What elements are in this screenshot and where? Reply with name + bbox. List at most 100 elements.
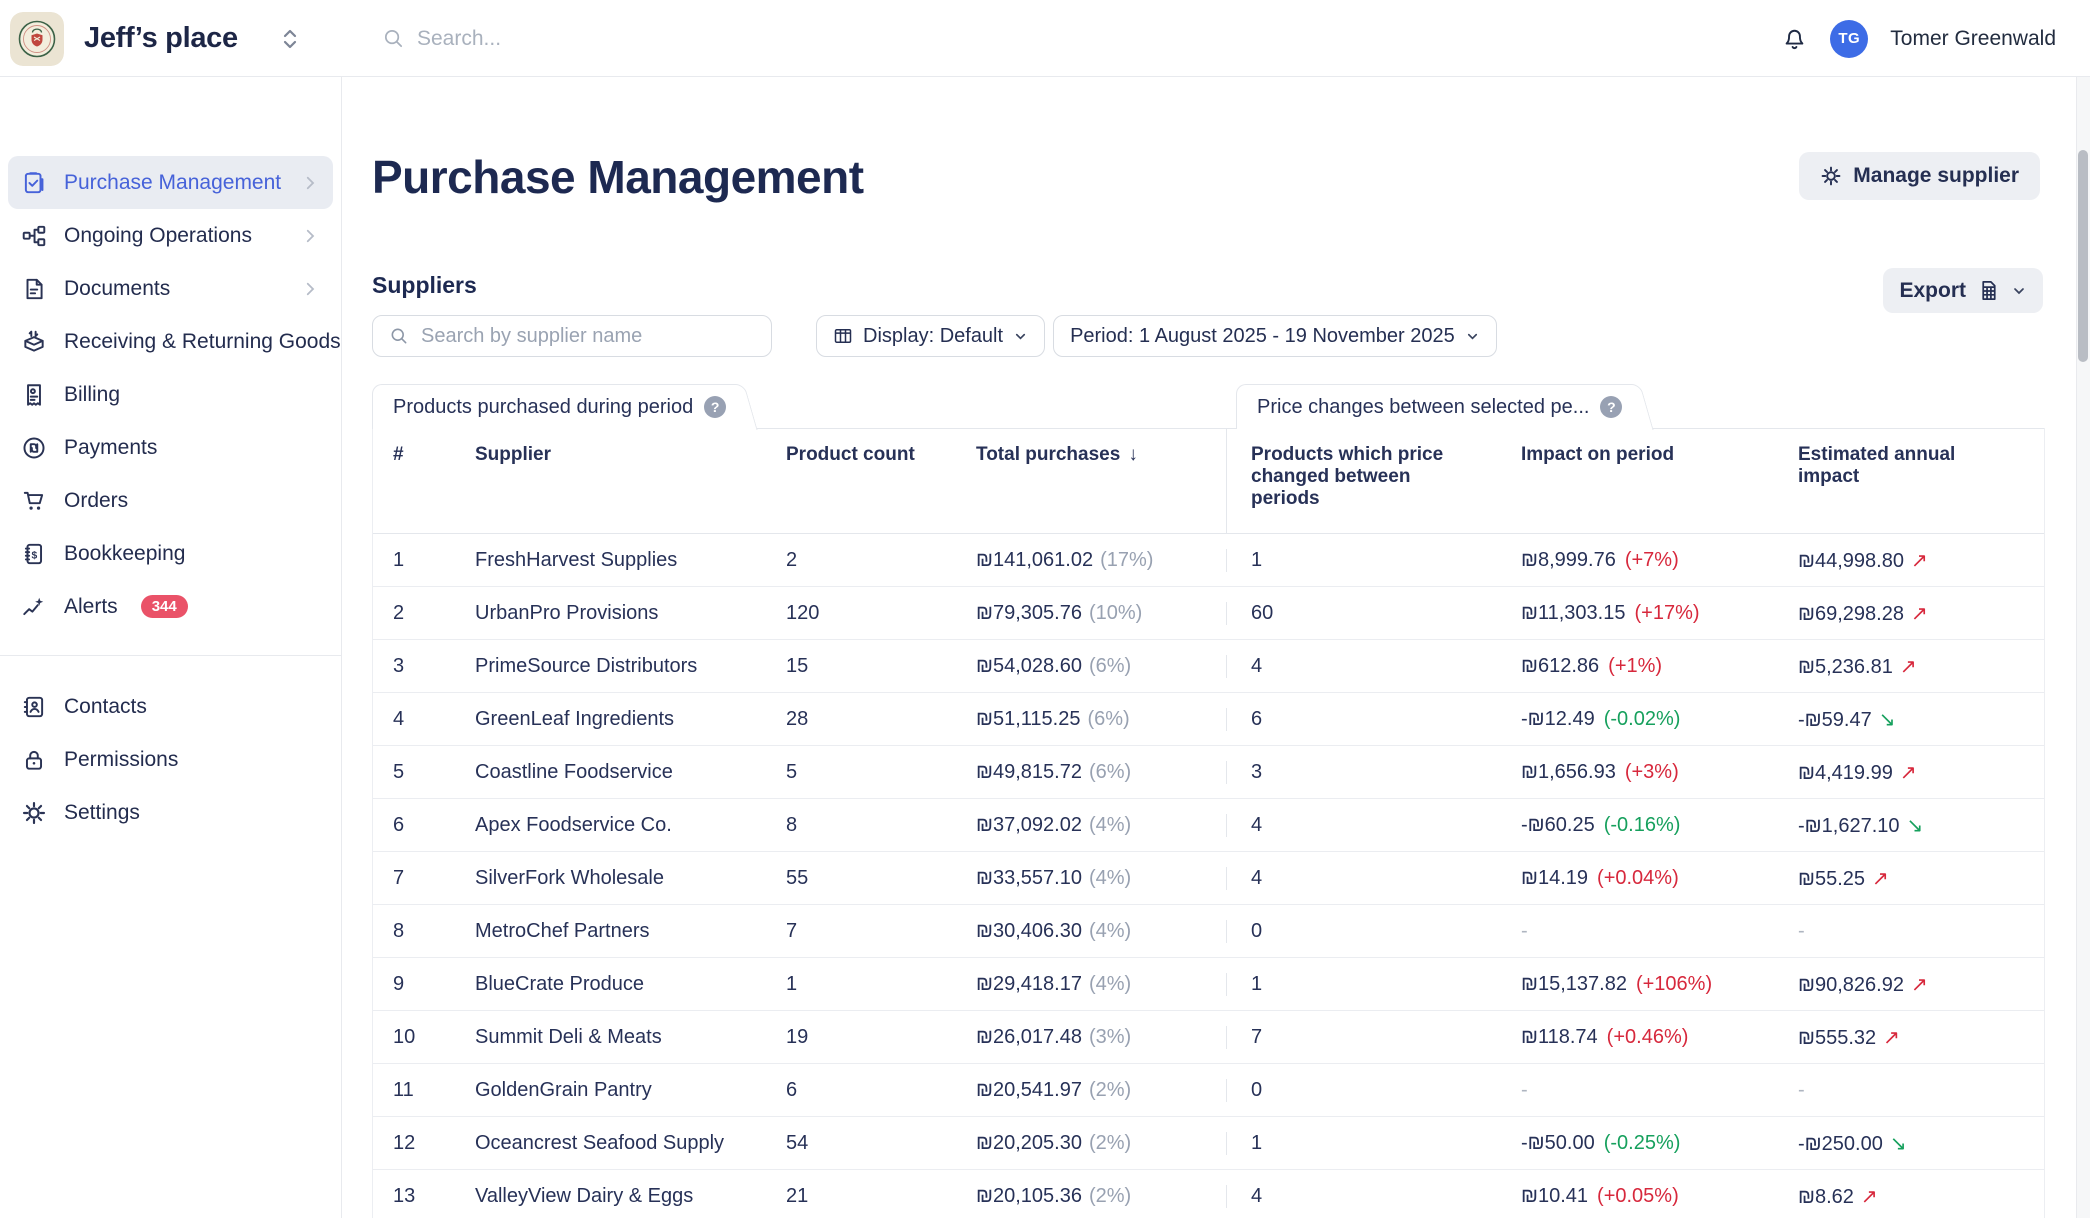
trend-up-icon: ↗ bbox=[1872, 867, 1889, 890]
column-header-supplier[interactable]: Supplier bbox=[475, 444, 552, 465]
column-header-product-count[interactable]: Product count bbox=[786, 444, 915, 465]
product-count-cell: 120 bbox=[766, 602, 956, 625]
impact-cell: ₪1,656.93 (+3%) bbox=[1501, 761, 1778, 784]
scrollbar-thumb[interactable] bbox=[2078, 150, 2088, 362]
sidebar-item-documents[interactable]: Documents bbox=[8, 262, 333, 315]
workspace-switcher[interactable]: Jeff’s place bbox=[10, 0, 300, 77]
sidebar-item-bookkeeping[interactable]: $ Bookkeeping bbox=[8, 527, 333, 580]
table-row[interactable]: 11 GoldenGrain Pantry 6 ₪20,541.97 (2%) 0 - - bbox=[373, 1064, 2044, 1117]
sidebar-item-orders[interactable]: Orders bbox=[8, 474, 333, 527]
rank-cell: 1 bbox=[373, 549, 455, 572]
impact-percent: (+0.46%) bbox=[1606, 1025, 1689, 1048]
manage-supplier-button[interactable]: Manage supplier bbox=[1799, 152, 2040, 200]
total-purchases-value: ₪20,541.97 bbox=[976, 1078, 1082, 1101]
annual-impact-value: ₪55.25 bbox=[1798, 867, 1866, 890]
box-arrows-icon bbox=[21, 329, 47, 355]
table-row[interactable]: 4 GreenLeaf Ingredients 28 ₪51,115.25 (6%) 6 -… bbox=[373, 693, 2044, 746]
table-row[interactable]: 6 Apex Foodservice Co. 8 ₪37,092.02 (4%) 4 -₪6… bbox=[373, 799, 2044, 852]
suppliers-section-title: Suppliers bbox=[372, 272, 477, 298]
table-row[interactable]: 9 BlueCrate Produce 1 ₪29,418.17 (4%) 1 ₪15,13… bbox=[373, 958, 2044, 1011]
product-count-value: 2 bbox=[786, 548, 798, 571]
annual-impact-cell: ₪4,419.99 ↗ bbox=[1778, 760, 2044, 785]
sidebar-item-settings[interactable]: Settings bbox=[8, 786, 333, 839]
supplier-search-input[interactable]: Search by supplier name bbox=[372, 315, 772, 357]
sidebar-item-label: Documents bbox=[64, 276, 171, 300]
column-header-label: Estimated annual impact bbox=[1798, 444, 1956, 487]
impact-cell: ₪15,137.82 (+106%) bbox=[1501, 973, 1778, 996]
column-header-products-changed[interactable]: Products which price changed between per… bbox=[1226, 429, 1501, 533]
table-row[interactable]: 10 Summit Deli & Meats 19 ₪26,017.48 (3%) 7 ₪1… bbox=[373, 1011, 2044, 1064]
products-changed-value: 4 bbox=[1251, 654, 1263, 677]
table-header-row: # Supplier Product count Total purchases… bbox=[373, 428, 2044, 534]
annual-impact-value: ₪8.62 bbox=[1798, 1185, 1854, 1208]
table-row[interactable]: 1 FreshHarvest Supplies 2 ₪141,061.02 (17%) 1… bbox=[373, 534, 2044, 587]
sidebar-item-label: Permissions bbox=[64, 747, 179, 771]
table-row[interactable]: 7 SilverFork Wholesale 55 ₪33,557.10 (4%) 4 ₪1… bbox=[373, 852, 2044, 905]
sidebar-item-label: Receiving & Returning Goods bbox=[64, 329, 341, 353]
expand-updown-icon bbox=[283, 29, 296, 48]
tab-price-changes[interactable]: Price changes between selected pe... ? bbox=[1236, 384, 1633, 429]
column-header-label: Products which price changed between per… bbox=[1251, 444, 1444, 509]
table-row[interactable]: 5 Coastline Foodservice 5 ₪49,815.72 (6%) 3 ₪1… bbox=[373, 746, 2044, 799]
global-search-input[interactable]: Search... bbox=[382, 0, 501, 77]
sidebar-item-permissions[interactable]: Permissions bbox=[8, 733, 333, 786]
rank-value: 1 bbox=[393, 548, 405, 571]
table-row[interactable]: 12 Oceancrest Seafood Supply 54 ₪20,205.30 (… bbox=[373, 1117, 2044, 1170]
sidebar-item-payments[interactable]: Payments bbox=[8, 421, 333, 474]
trend-up-icon: ↗ bbox=[1883, 1026, 1900, 1049]
sidebar-item-alerts[interactable]: Alerts 344 bbox=[8, 580, 333, 633]
sidebar-item-billing[interactable]: Billing bbox=[8, 368, 333, 421]
rank-cell: 2 bbox=[373, 602, 455, 625]
total-purchases-cell: ₪30,406.30 (4%) bbox=[956, 920, 1226, 943]
table-row[interactable]: 2 UrbanPro Provisions 120 ₪79,305.76 (10%) 60… bbox=[373, 587, 2044, 640]
restaurant-logo-icon bbox=[10, 11, 64, 66]
sidebar-item-label: Payments bbox=[64, 435, 158, 459]
trend-up-icon: ↗ bbox=[1910, 602, 1928, 625]
export-button[interactable]: Export bbox=[1883, 268, 2043, 313]
column-header-total-purchases[interactable]: Total purchases ↓ bbox=[956, 429, 1226, 533]
product-count-cell: 55 bbox=[766, 867, 956, 890]
products-changed-cell: 1 bbox=[1226, 972, 1501, 996]
rank-cell: 7 bbox=[373, 867, 455, 890]
sort-desc-icon[interactable]: ↓ bbox=[1128, 444, 1138, 465]
display-dropdown[interactable]: Display: Default bbox=[816, 315, 1046, 357]
supplier-cell: BlueCrate Produce bbox=[455, 973, 766, 996]
column-header-impact-on-period[interactable]: Impact on period bbox=[1521, 444, 1675, 465]
columns-icon bbox=[834, 329, 852, 343]
impact-percent: (-0.02%) bbox=[1603, 707, 1681, 730]
empty-value: - bbox=[1521, 1078, 1528, 1101]
column-header-estimated-annual-impact[interactable]: Estimated annual impact bbox=[1778, 429, 2044, 533]
sidebar-divider bbox=[0, 655, 341, 656]
avatar[interactable]: TG bbox=[1830, 19, 1869, 58]
period-dropdown[interactable]: Period: 1 August 2025 - 19 November 2025 bbox=[1053, 315, 1497, 357]
annual-impact-cell: ₪90,826.92 ↗ bbox=[1778, 972, 2044, 997]
products-changed-cell: 7 bbox=[1226, 1025, 1501, 1049]
tab-label: Products purchased during period bbox=[393, 395, 694, 418]
impact-value: -₪50.00 bbox=[1521, 1131, 1595, 1154]
vertical-scrollbar[interactable] bbox=[2076, 77, 2090, 1218]
help-icon[interactable]: ? bbox=[704, 396, 727, 418]
annual-impact-cell: -₪1,627.10 ↘ bbox=[1778, 813, 2044, 838]
sidebar-item-contacts[interactable]: Contacts bbox=[8, 680, 333, 733]
supplier-name: FreshHarvest Supplies bbox=[475, 548, 678, 571]
avatar-initials: TG bbox=[1838, 30, 1861, 47]
table-row[interactable]: 8 MetroChef Partners 7 ₪30,406.30 (4%) 0 - - bbox=[373, 905, 2044, 958]
total-purchases-cell: ₪79,305.76 (10%) bbox=[956, 602, 1226, 625]
supplier-cell: UrbanPro Provisions bbox=[455, 602, 766, 625]
column-header-rank[interactable]: # bbox=[393, 444, 404, 465]
trend-up-icon: ↗ bbox=[1899, 655, 1917, 678]
impact-value: ₪11,303.15 bbox=[1521, 601, 1626, 624]
help-icon[interactable]: ? bbox=[1600, 396, 1623, 418]
impact-value: ₪118.74 bbox=[1521, 1025, 1598, 1048]
product-count-value: 1 bbox=[786, 972, 798, 995]
impact-percent: (+1%) bbox=[1608, 654, 1663, 677]
table-row[interactable]: 3 PrimeSource Distributors 15 ₪54,028.60 (6%… bbox=[373, 640, 2044, 693]
table-row[interactable]: 13 ValleyView Dairy & Eggs 21 ₪20,105.36 (2%… bbox=[373, 1170, 2044, 1218]
sidebar-item-ongoing-operations[interactable]: Ongoing Operations bbox=[8, 209, 333, 262]
address-book-icon bbox=[21, 694, 47, 720]
bell-icon[interactable] bbox=[1781, 25, 1808, 52]
sidebar-item-receiving-returning-goods[interactable]: Receiving & Returning Goods bbox=[8, 315, 341, 368]
tab-products-purchased[interactable]: Products purchased during period ? bbox=[372, 384, 737, 429]
sidebar-item-purchase-management[interactable]: Purchase Management bbox=[8, 156, 333, 209]
